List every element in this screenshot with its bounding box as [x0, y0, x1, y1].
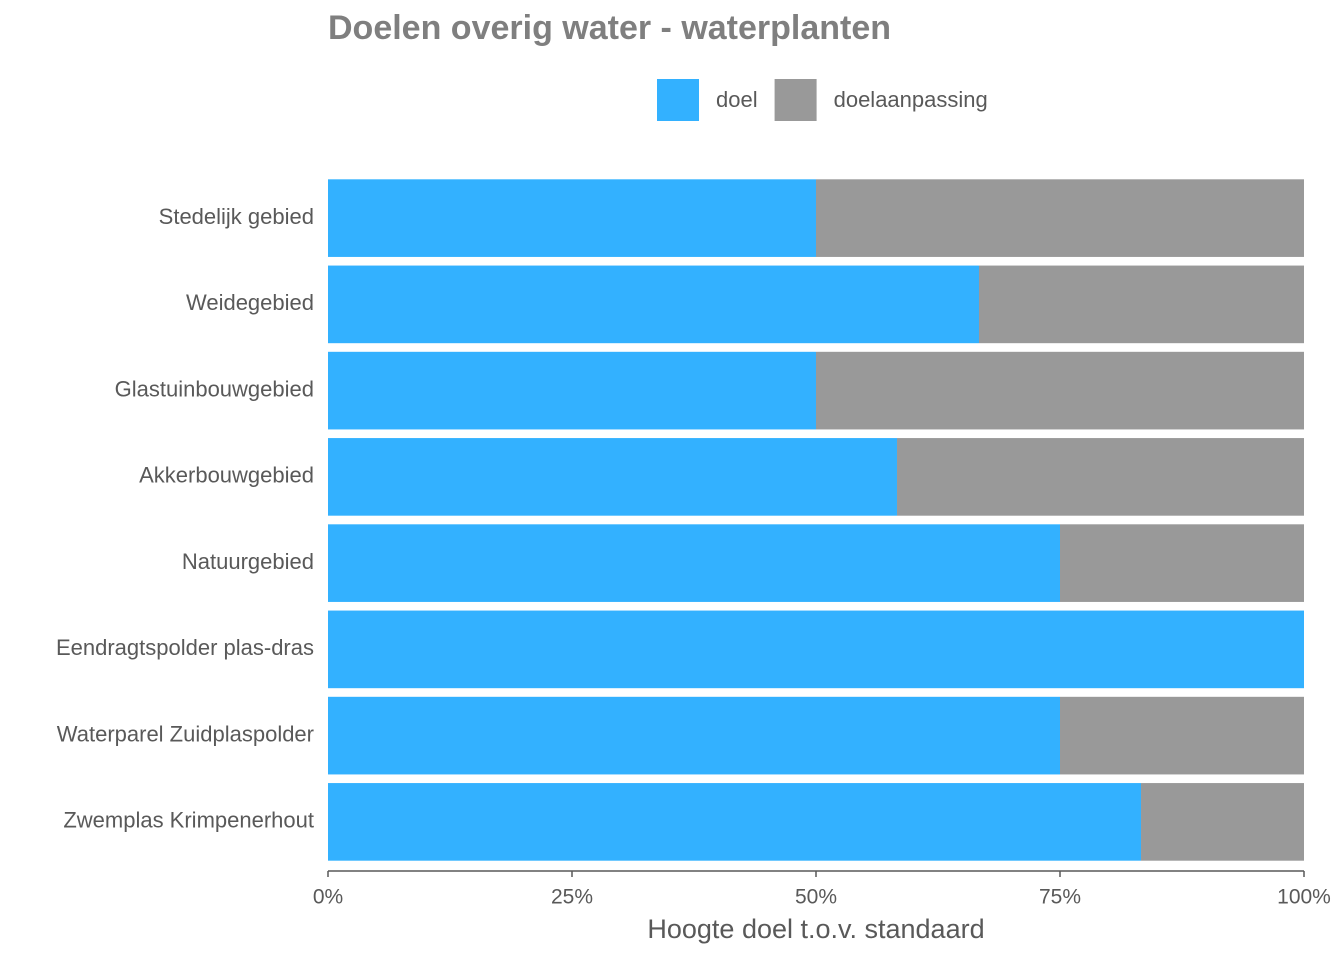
bar-segment	[978, 265, 1304, 344]
bar-segment	[328, 783, 1142, 861]
bar-segment	[328, 179, 816, 257]
bar-segment	[328, 610, 1304, 689]
legend-swatch	[774, 79, 817, 121]
bar-segment	[328, 524, 1060, 602]
bar-segment	[1060, 524, 1304, 602]
x-tick-label: 25%	[551, 886, 593, 909]
y-tick-label: Akkerbouwgebied	[139, 463, 314, 488]
legend-swatch	[657, 79, 699, 121]
legend-label: doelaanpassing	[834, 87, 988, 112]
bar-segment	[816, 351, 1304, 430]
bar-segment	[1060, 696, 1304, 775]
y-tick-label: Eendragtspolder plas-dras	[56, 635, 314, 660]
bar-segment	[816, 179, 1304, 257]
x-tick-label: 50%	[795, 886, 837, 909]
bar-segment	[328, 438, 898, 516]
x-tick-label: 100%	[1277, 886, 1331, 909]
x-tick-label: 0%	[313, 886, 343, 909]
y-tick-label: Glastuinbouwgebied	[115, 376, 314, 401]
y-tick-label: Natuurgebied	[182, 549, 314, 574]
bar-segment	[1141, 783, 1304, 861]
y-tick-label: Waterparel Zuidplaspolder	[57, 721, 314, 746]
bar-segment	[328, 696, 1060, 775]
y-tick-label: Weidegebied	[186, 290, 314, 315]
y-tick-label: Zwemplas Krimpenerhout	[63, 808, 314, 833]
y-tick-label: Stedelijk gebied	[159, 204, 314, 229]
chart-title: Doelen overig water - waterplanten	[328, 9, 891, 47]
x-axis-title: Hoogte doel t.o.v. standaard	[647, 914, 984, 944]
x-tick-label: 75%	[1039, 886, 1081, 909]
legend-label: doel	[716, 87, 758, 112]
bar-segment	[328, 265, 979, 344]
bar-segment	[897, 438, 1304, 516]
bar-segment	[328, 351, 816, 430]
